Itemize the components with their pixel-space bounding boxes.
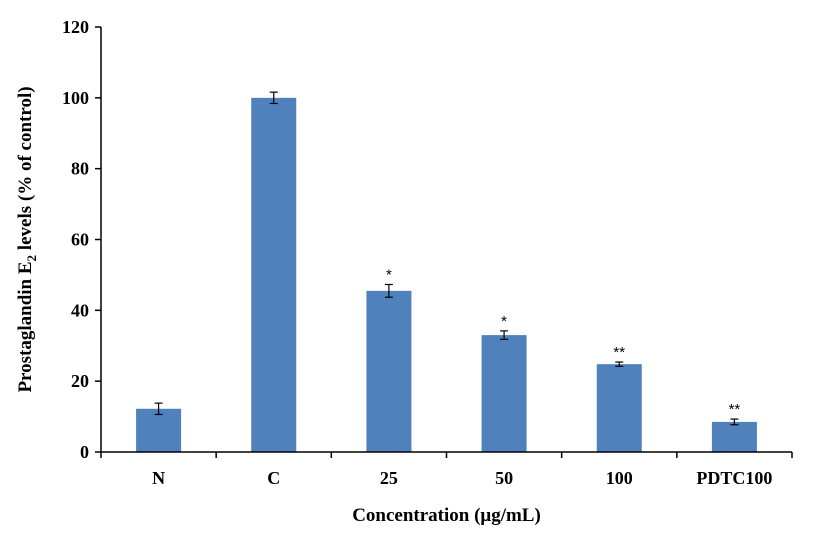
significance-mark: ** bbox=[613, 344, 625, 361]
bar bbox=[711, 421, 757, 452]
x-tick-label: 50 bbox=[495, 468, 513, 488]
significance-mark: * bbox=[501, 313, 507, 330]
bar bbox=[366, 290, 412, 452]
y-tick-label: 0 bbox=[80, 442, 89, 462]
y-axis-title: Prostaglandin E2 levels (% of control) bbox=[15, 86, 39, 392]
y-tick-label: 60 bbox=[71, 230, 89, 250]
bar bbox=[596, 364, 642, 452]
x-axis-title: Concentration (μg/mL) bbox=[352, 505, 541, 526]
y-axis-title-main: Prostaglandin E bbox=[15, 261, 36, 392]
y-tick-label: 100 bbox=[62, 88, 89, 108]
x-tick-label: C bbox=[267, 468, 280, 488]
x-axis-ticks: N C 25 50 100 PDTC100 bbox=[100, 452, 793, 488]
bars: ****** bbox=[136, 91, 757, 452]
y-axis-title-subscript: 2 bbox=[24, 255, 39, 262]
x-tick-label: 25 bbox=[380, 468, 398, 488]
y-tick-label: 120 bbox=[62, 17, 89, 37]
y-tick-label: 80 bbox=[71, 159, 89, 179]
x-tick-label: PDTC100 bbox=[696, 468, 772, 488]
x-tick-label: N bbox=[152, 468, 165, 488]
bar bbox=[251, 97, 297, 452]
bar bbox=[481, 335, 527, 452]
significance-mark: ** bbox=[729, 401, 741, 418]
x-tick-label: 100 bbox=[606, 468, 633, 488]
y-tick-label: 20 bbox=[71, 371, 89, 391]
bar bbox=[136, 408, 182, 452]
y-axis-ticks: 0 20 40 60 80 100 120 bbox=[62, 17, 101, 462]
y-tick-label: 40 bbox=[71, 300, 89, 320]
y-axis-title-tail: levels (% of control) bbox=[15, 86, 36, 255]
significance-mark: * bbox=[386, 266, 392, 283]
